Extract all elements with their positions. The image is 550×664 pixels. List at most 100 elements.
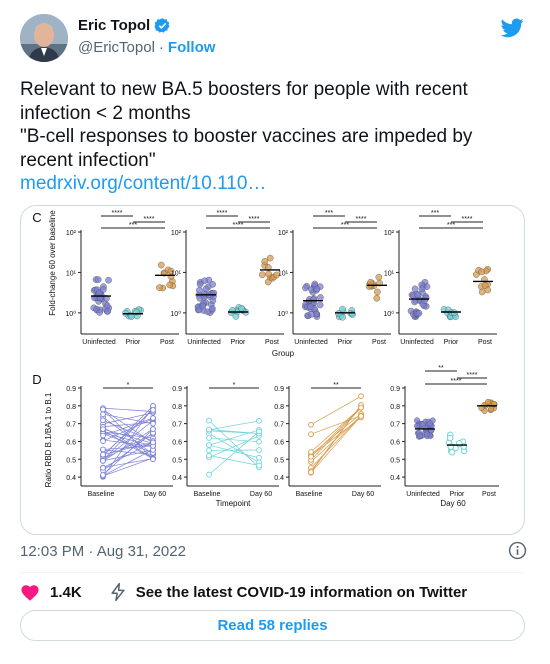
tweet-line: infection < 2 months — [20, 102, 191, 124]
panel-d-data-point — [100, 426, 106, 432]
panel-e-category-label: Uninfected — [406, 491, 440, 498]
panel-d-pair-line — [102, 428, 154, 444]
panel-c-data-point — [202, 285, 210, 293]
panel-e-category-label: Prior — [450, 491, 465, 498]
panel-d-pair-line — [208, 429, 260, 446]
panel-e-y-tick-label: 0.8 — [390, 404, 400, 411]
panel-d-pair-line — [102, 406, 154, 478]
panel-d-y-tick-label: 0.8 — [274, 404, 284, 411]
panel-d-pair-line — [102, 417, 154, 436]
panel-d-pair-line — [102, 418, 154, 442]
heart-icon[interactable] — [20, 583, 40, 601]
twitter-bird-icon[interactable] — [501, 18, 524, 38]
panel-d-data-point — [100, 432, 106, 439]
panel-d-y-tick-label: 0.6 — [172, 439, 182, 446]
panel-c-category-label: Post — [478, 339, 492, 346]
panel-d-y-tick-label: 0.9 — [66, 386, 76, 393]
tweet-media-image[interactable]: C Fold-change 60 over baseline 10⁰ 10¹ 10² **… — [20, 205, 525, 535]
panel-e-data-point — [423, 431, 430, 438]
panel-d-category-label: Baseline — [296, 491, 323, 498]
panel-c-data-point — [204, 308, 211, 316]
panel-e-data-point — [485, 398, 492, 405]
panel-d-data-point — [100, 457, 106, 464]
panel-d-pair-line — [208, 455, 260, 466]
panel-e-y-tick-label: 0.9 — [390, 386, 400, 393]
panel-c-y-tick-label: 10⁰ — [277, 310, 288, 318]
panel-c-category-label: Uninfected — [400, 339, 434, 346]
panel-d-pair-line — [310, 415, 362, 435]
panel-c-y-tick-label: 10⁰ — [65, 310, 76, 318]
significance-label: **** — [217, 210, 228, 217]
author-name[interactable]: Eric Topol — [78, 17, 151, 34]
panel-d-pair-line — [102, 416, 154, 455]
significance-label: * — [127, 382, 130, 389]
avatar[interactable] — [20, 14, 68, 62]
panel-d-data-point — [150, 420, 156, 427]
panel-c-data-point — [339, 305, 346, 313]
tweet-timestamp[interactable]: 12:03 PM · Aug 31, 2022 — [20, 543, 186, 560]
panel-d-data-point — [256, 447, 262, 453]
panel-d-data-point — [358, 413, 364, 419]
panel-c-data-point — [96, 309, 103, 316]
panel-e-y-tick-label: 0.5 — [390, 457, 400, 464]
panel-c-data-point — [266, 254, 274, 262]
panel-c-data-point — [261, 258, 269, 265]
panel-d-pair-line — [310, 415, 362, 469]
panel-d-pair-line — [208, 429, 260, 434]
panel-c-data-point — [105, 276, 112, 284]
panel-c-category-label: Post — [372, 339, 386, 346]
panel-c-data-point — [373, 294, 381, 302]
panel-d-y-tick-label: 0.4 — [274, 475, 284, 482]
info-icon[interactable] — [508, 541, 527, 560]
panel-d-pair-line — [102, 420, 154, 461]
panel-c-data-point — [317, 294, 324, 301]
panel-c-y-tick-label: 10¹ — [171, 270, 182, 277]
panel-d-data-point — [308, 431, 314, 438]
handle-separator: · — [158, 39, 164, 56]
panel-d-pair-line — [208, 420, 260, 431]
panel-c-data-point — [374, 288, 381, 296]
panel-d-pair-line — [102, 409, 154, 460]
panel-c-data-point — [265, 270, 272, 278]
panel-d-pair-line — [310, 417, 362, 457]
significance-label: **** — [451, 378, 462, 385]
significance-label: **** — [467, 372, 478, 379]
panel-c-data-point — [302, 284, 309, 292]
tweet-line: Relevant to new BA.5 boosters for people… — [20, 79, 468, 100]
panel-d-pair-line — [102, 419, 154, 442]
panel-d-category-label: Baseline — [88, 491, 115, 498]
panel-c-data-point — [166, 281, 173, 289]
panel-d-data-point — [358, 404, 364, 411]
follow-button[interactable]: Follow — [167, 39, 216, 56]
significance-label: *** — [447, 222, 455, 229]
author-handle[interactable]: @EricTopol — [78, 39, 155, 56]
panel-c-y-tick-label: 10² — [384, 230, 395, 237]
panel-d-y-tick-label: 0.5 — [66, 457, 76, 464]
panel-d-data-point — [100, 417, 106, 424]
panel-letter-d: D — [32, 372, 41, 387]
panel-d-pair-line — [102, 426, 154, 459]
like-count[interactable]: 1.4K — [50, 583, 82, 601]
panel-d-data-point — [206, 447, 212, 454]
read-replies-button[interactable]: Read 58 replies — [20, 610, 525, 641]
panel-c-data-point — [94, 276, 102, 283]
panel-d-y-tick-label: 0.7 — [66, 422, 76, 429]
panel-c-data-point — [307, 303, 314, 311]
panel-d-y-tick-label: 0.6 — [66, 439, 76, 446]
panel-d-pair-line — [102, 407, 154, 412]
covid-info-link[interactable]: See the latest COVID-19 information on T… — [135, 583, 468, 601]
panel-c-category-label: Prior — [126, 339, 141, 346]
panel-e-data-point — [488, 406, 495, 413]
panel-d-ylabel: Ratio RBD B.1/BA.1 to B.1 — [44, 392, 53, 487]
panel-e-data-point — [448, 448, 456, 456]
panel-d-data-point — [206, 417, 212, 424]
panel-c-data-point — [316, 301, 324, 309]
panel-d-pair-line — [208, 435, 260, 458]
panel-c-ylabel: Fold-change 60 over baseline — [48, 210, 57, 316]
panel-c-data-point — [415, 309, 423, 317]
tweet-link[interactable]: medrxiv.org/content/10.110… — [20, 173, 267, 194]
panel-c-y-tick-label: 10⁰ — [383, 310, 394, 318]
panel-e-data-point — [414, 422, 421, 429]
panel-d-category-label: Day 60 — [144, 491, 166, 498]
panel-d-y-tick-label: 0.8 — [172, 404, 182, 411]
